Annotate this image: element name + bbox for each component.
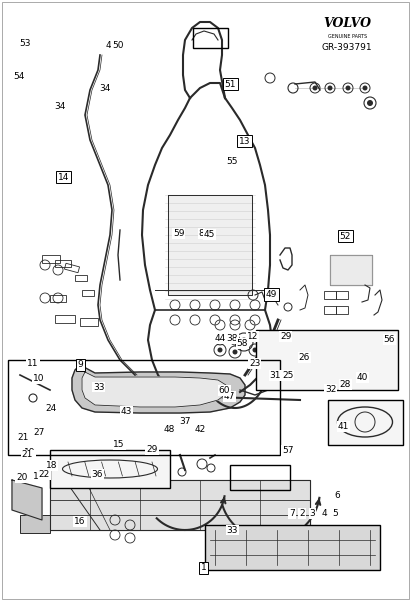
Circle shape [217,347,222,353]
Text: 29: 29 [280,332,291,341]
Text: 52: 52 [339,232,351,240]
Text: 56: 56 [383,335,395,344]
Text: 31: 31 [270,371,281,380]
Text: 48: 48 [164,426,175,434]
Text: 25: 25 [282,371,293,380]
Text: 28: 28 [339,380,351,389]
Text: 19: 19 [24,448,35,457]
Text: 21: 21 [22,451,33,459]
Text: 20: 20 [16,474,28,482]
Polygon shape [330,255,372,285]
Bar [230,465,290,490]
Text: 41: 41 [337,423,349,431]
Text: 8: 8 [199,229,204,237]
Text: 18: 18 [46,462,57,470]
Bar [336,306,348,314]
Text: 2: 2 [299,510,305,518]
Bar [324,291,336,299]
Text: 26: 26 [298,353,310,362]
Text: 24: 24 [46,404,57,413]
Bar [193,28,228,48]
Text: 17: 17 [33,472,45,481]
Text: 59: 59 [173,229,185,237]
Bar [55,260,71,267]
Bar [75,275,87,281]
Text: GENUINE PARTS: GENUINE PARTS [328,34,367,38]
Bar [330,255,372,285]
Text: 7: 7 [289,510,295,518]
Text: 53: 53 [19,39,30,47]
Text: 6: 6 [334,492,340,500]
Bar [65,263,80,273]
Text: 37: 37 [179,418,191,426]
Bar [82,290,94,296]
Text: 46: 46 [105,41,117,49]
Bar [42,255,60,263]
Bar [324,306,336,314]
Text: 54: 54 [13,73,25,81]
Text: 47: 47 [224,392,235,401]
Bar [8,360,280,455]
Bar [336,291,348,299]
Circle shape [233,350,238,355]
Polygon shape [82,372,226,407]
Polygon shape [50,480,310,530]
Text: 13: 13 [239,137,250,145]
Text: 38: 38 [226,334,238,343]
Polygon shape [168,195,252,295]
Text: 34: 34 [99,85,111,93]
Circle shape [252,347,258,353]
Text: 58: 58 [237,340,248,348]
Circle shape [312,85,318,91]
Text: 43: 43 [120,407,132,416]
Polygon shape [12,480,42,520]
Text: 14: 14 [58,173,69,182]
Text: 51: 51 [224,80,236,88]
Text: 22: 22 [39,471,50,479]
Text: 45: 45 [204,230,215,239]
Text: 21: 21 [17,433,28,442]
Text: GR-393791: GR-393791 [322,43,373,52]
Text: 12: 12 [247,332,259,341]
Polygon shape [72,365,245,413]
Bar [20,515,50,533]
Text: 11: 11 [27,359,39,368]
Text: 5: 5 [332,510,338,518]
Bar [55,315,75,323]
Text: 29: 29 [146,445,158,454]
Text: 34: 34 [54,103,65,111]
Text: 9: 9 [77,361,83,369]
Circle shape [346,85,351,91]
Text: 3: 3 [309,510,315,518]
Bar [50,450,170,488]
Text: 16: 16 [74,517,86,526]
Text: 55: 55 [226,157,238,165]
Text: 23: 23 [249,359,261,368]
Bar [80,318,98,326]
Text: 1: 1 [201,564,206,572]
Text: 27: 27 [33,429,45,437]
Text: 33: 33 [226,526,238,534]
Text: VOLVO: VOLVO [323,17,371,29]
Text: 4: 4 [322,510,328,518]
Bar [328,400,403,445]
Text: 44: 44 [214,334,226,343]
Text: 60: 60 [219,386,230,395]
Circle shape [367,100,373,106]
Text: 40: 40 [357,373,368,382]
Circle shape [363,85,367,91]
Bar [205,525,380,570]
Circle shape [328,85,332,91]
Bar [256,330,398,390]
Text: 49: 49 [266,290,277,299]
Text: 32: 32 [325,385,337,394]
Text: 15: 15 [113,441,125,449]
Text: 42: 42 [194,426,206,434]
Bar [50,295,66,302]
Text: 36: 36 [92,471,103,479]
Text: 50: 50 [112,41,124,49]
Text: 10: 10 [33,374,45,383]
Text: 33: 33 [93,383,104,391]
Text: 57: 57 [282,447,293,455]
